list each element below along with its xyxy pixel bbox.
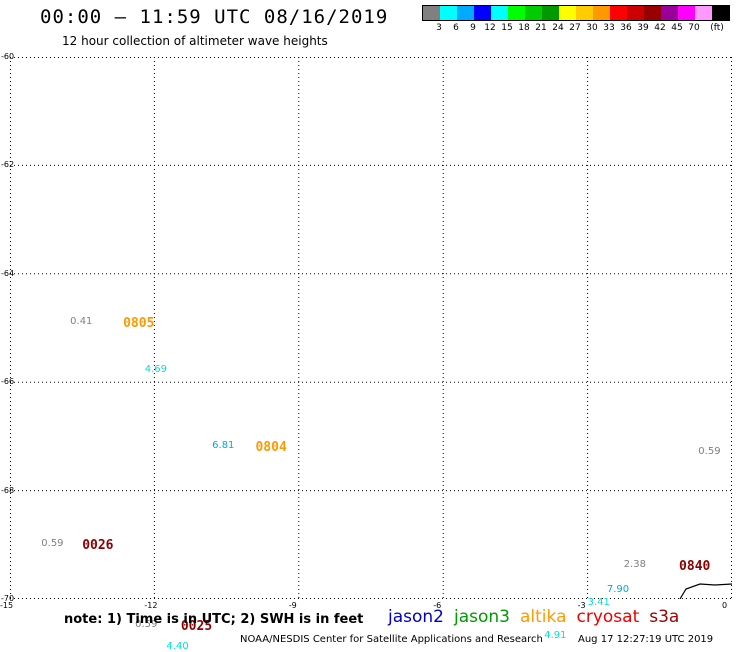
x-tick-label: -9 (288, 601, 297, 610)
legend-tick-label: 15 (501, 23, 513, 33)
legend-tick-label: 6 (453, 23, 459, 33)
map-plot[interactable]: -15 -12 -9 -6 -3 0 -60 -62 -64 -66 -68 -70 0.41 0805 4… (0, 52, 732, 652)
legend-tick-label: 36 (620, 23, 632, 33)
wave-height-label: 2.38 (623, 559, 646, 571)
x-tick-label: 0 (722, 601, 728, 610)
wave-height-label: 0.41 (70, 315, 93, 327)
mission-label: jason3 (454, 607, 510, 627)
page-title: 00:00 — 11:59 UTC 08/16/2019 (40, 6, 389, 28)
y-tick-label: -68 (1, 485, 15, 495)
footer-note: note: 1) Time is in UTC; 2) SWH is in fe… (64, 612, 364, 627)
legend-tick-label: 12 (484, 23, 496, 33)
legend-swatch (491, 6, 508, 20)
legend-swatch (712, 6, 729, 20)
legend-tick-label: 27 (569, 23, 581, 33)
x-tick-label: -12 (144, 601, 158, 610)
pass-time-label: 0840 (679, 559, 711, 575)
legend-swatch (542, 6, 559, 20)
legend-swatch (423, 6, 440, 20)
legend-tick-label: 70 (688, 23, 700, 33)
page-subtitle: 12 hour collection of altimeter wave hei… (62, 34, 328, 48)
legend-swatch (661, 6, 678, 20)
legend-swatch (627, 6, 644, 20)
wave-height-label: 6.81 (212, 440, 235, 452)
x-tick-label: -15 (0, 601, 14, 610)
wave-height-label: 3.41 (587, 597, 610, 609)
pass-time-label: 0025 (180, 619, 213, 635)
legend-tick-label: 9 (470, 23, 476, 33)
wave-height-label: 4.40 (166, 640, 189, 652)
mission-label: altika (520, 607, 567, 627)
legend-tick-label: 39 (637, 23, 649, 33)
wave-height-label: 0.59 (41, 537, 64, 549)
legend-swatch (610, 6, 627, 20)
legend-tick-label: 24 (552, 23, 564, 33)
legend-swatch (525, 6, 542, 20)
mission-label: s3a (649, 607, 680, 627)
legend-tick-label: 18 (518, 23, 530, 33)
legend-swatch (593, 6, 610, 20)
legend-tick-label: 30 (586, 23, 598, 33)
pass-time-label: 0026 (82, 537, 114, 553)
x-tick-label: -3 (577, 601, 586, 610)
legend-swatch (644, 6, 661, 20)
legend-tick-label: 3 (436, 23, 442, 33)
legend-swatch (440, 6, 457, 20)
map-grid (10, 57, 732, 599)
y-tick-label: -64 (1, 268, 15, 278)
y-tick-label: -70 (1, 594, 15, 603)
pass-time-label: 0805 (123, 315, 155, 331)
y-tick-label: -62 (1, 160, 15, 170)
wave-height-label: 7.90 (606, 583, 630, 595)
mission-legend: jason2 jason3 altika cryosat s3a (388, 607, 679, 627)
legend-swatches (422, 5, 730, 21)
legend-swatch (474, 6, 491, 20)
timestamp-text: Aug 17 12:27:19 UTC 2019 (578, 634, 714, 645)
wave-height-label: 4.91 (544, 629, 567, 641)
wave-height-label: 0.59 (698, 445, 721, 457)
legend-swatch (457, 6, 474, 20)
mission-label: cryosat (576, 607, 640, 627)
wave-height-label: 4.69 (144, 364, 168, 376)
legend-tick-label: 45 (671, 23, 683, 33)
y-tick-label: -60 (1, 52, 15, 61)
legend-tick-label: 33 (603, 23, 615, 33)
color-legend: 3 6 9 12 15 18 21 24 27 30 33 36 39 42 45 70 (ft) (422, 5, 730, 33)
legend-tick-label: 21 (535, 23, 547, 33)
legend-swatch (559, 6, 576, 20)
y-tick-label: -66 (1, 377, 15, 387)
wave-height-label: 0.59 (135, 619, 158, 631)
coastline (679, 583, 732, 599)
legend-swatch (695, 6, 712, 20)
credit-text: NOAA/NESDIS Center for Satellite Applica… (240, 634, 543, 645)
mission-label: jason2 (388, 607, 444, 627)
legend-swatch (576, 6, 593, 20)
legend-tick-label: (ft) (710, 23, 724, 33)
pass-time-label: 0804 (255, 440, 287, 456)
legend-swatch (678, 6, 695, 20)
legend-swatch (508, 6, 525, 20)
legend-ticks: 3 6 9 12 15 18 21 24 27 30 33 36 39 42 45 70 (ft) (422, 21, 730, 33)
x-tick-label: -6 (433, 601, 442, 610)
legend-tick-label: 42 (654, 23, 666, 33)
